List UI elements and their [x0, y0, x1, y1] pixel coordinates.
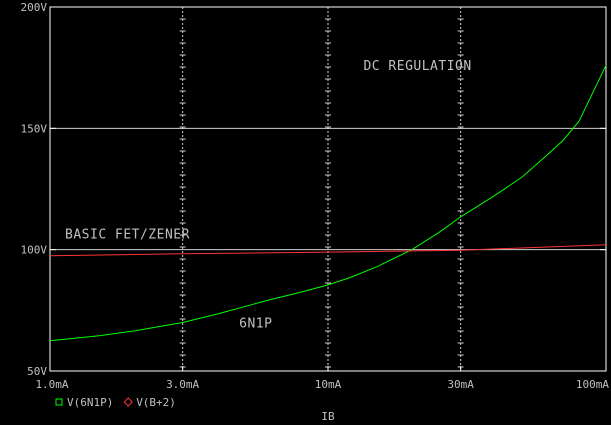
x-tick-label: 10mA: [315, 378, 342, 391]
annotation-layer: DC REGULATION BASIC FET/ZENER 6N1P: [65, 59, 471, 331]
series-layer: [49, 64, 607, 342]
y-tick-label: 100V: [21, 244, 48, 257]
series-line-1: [49, 64, 607, 342]
legend-marker-square: [55, 398, 63, 406]
annotation-3: 6N1P: [239, 316, 272, 331]
x-axis-label: IB: [321, 410, 335, 423]
x-tick-label: 30mA: [447, 378, 474, 391]
annotation-1: DC REGULATION: [363, 59, 471, 74]
x-tick-label: 3.0mA: [166, 378, 199, 391]
legend: V(6N1P) V(B+2): [55, 396, 176, 409]
legend-label: V(6N1P): [67, 396, 113, 409]
y-tick-label: 50V: [27, 365, 47, 378]
y-tick-label: 150V: [21, 122, 48, 135]
series-line-2: [49, 244, 607, 257]
x-tick-label: 1.0mA: [35, 378, 68, 391]
annotation-2: BASIC FET/ZENER: [65, 228, 190, 243]
grid-layer: [49, 6, 607, 372]
y-tick-label: 200V: [21, 1, 48, 14]
legend-label: V(B+2): [136, 396, 176, 409]
x-tick-label: 100mA: [576, 378, 609, 391]
legend-marker-diamond: [123, 397, 133, 407]
tick-layer: 50V 100V 150V 200V 1.0mA 3.0mA 10mA 30mA 100mA: [21, 1, 610, 391]
